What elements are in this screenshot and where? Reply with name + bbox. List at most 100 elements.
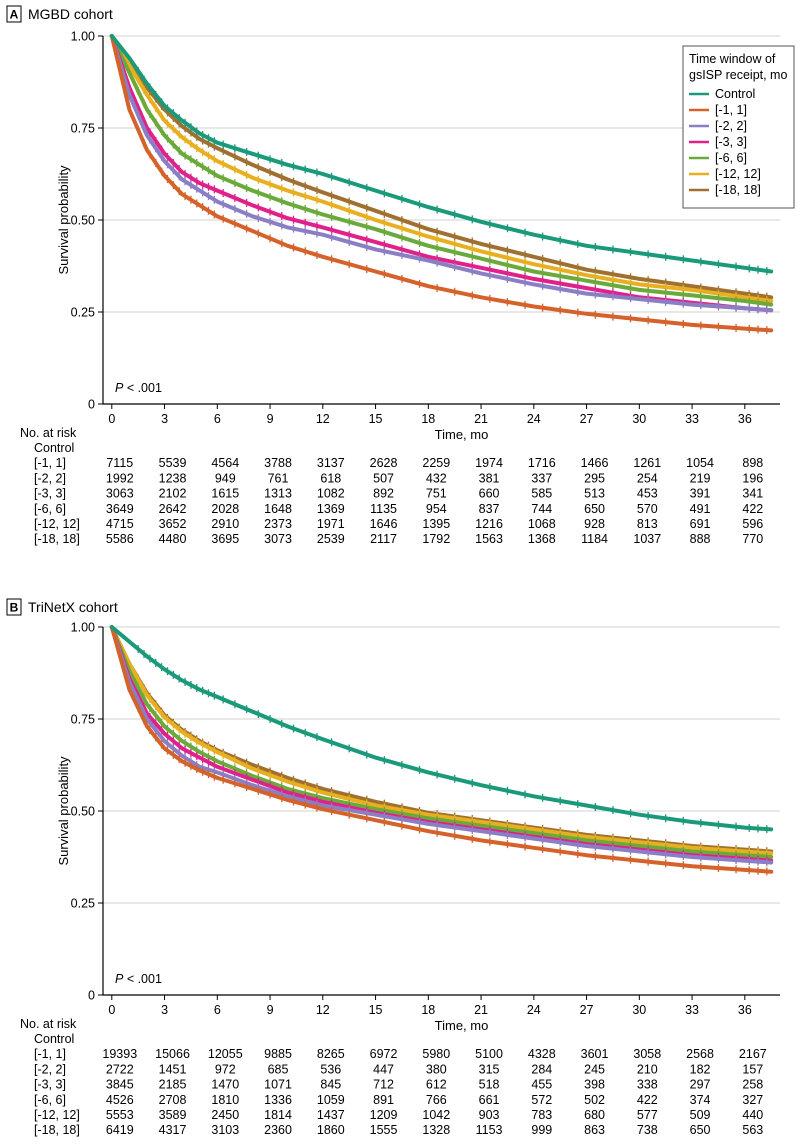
km-curve-2-2 [109,625,774,865]
risk-cell: 892 [373,487,394,501]
risk-cell: 1209 [370,1108,398,1122]
risk-cell: 3137 [317,456,345,470]
risk-cell: 254 [637,471,658,485]
risk-cell: 5553 [106,1108,134,1122]
risk-cell: 337 [531,471,552,485]
risk-cell: 888 [690,532,711,546]
risk-cell: 570 [637,502,658,516]
x-tick-label: 18 [421,1003,435,1017]
x-tick-label: 36 [738,412,752,426]
risk-cell: 1042 [422,1108,450,1122]
risk-cell: 6972 [370,1047,398,1061]
risk-cell: 3103 [211,1123,239,1137]
risk-cell: 744 [531,502,552,516]
y-tick-label: 1.00 [71,621,95,635]
x-tick-label: 0 [108,1003,115,1017]
x-axis-label: Time, mo [435,427,489,442]
risk-cell: 1037 [633,532,661,546]
panel-letter-box [6,598,22,616]
risk-row-label: [-6, 6] [34,1093,66,1107]
risk-cell: 1860 [317,1123,345,1137]
y-tick-label: 0.75 [71,122,95,136]
risk-cell: 196 [742,471,763,485]
risk-cell: 284 [531,1062,552,1076]
legend-title: gsISP receipt, mo [689,68,787,82]
risk-cell: 2117 [370,532,397,546]
risk-cell: 15066 [155,1047,190,1061]
risk-cell: 563 [742,1123,763,1137]
risk-cell: 3695 [211,532,239,546]
risk-cell: 1184 [581,532,608,546]
risk-row-label: [-12, 12] [34,1108,80,1122]
risk-cell: 577 [637,1108,658,1122]
risk-cell: 509 [690,1108,711,1122]
x-tick-label: 30 [632,412,646,426]
risk-cell: 4328 [528,1047,556,1061]
risk-cell: 661 [479,1093,500,1107]
risk-cell: 1261 [633,456,661,470]
risk-row-label: [-2, 2] [34,1062,66,1076]
risk-cell: 1466 [581,456,609,470]
risk-cell: 585 [531,487,552,501]
risk-cell: 1054 [686,456,714,470]
risk-cell: 3845 [106,1078,134,1092]
risk-cell: 4480 [159,532,187,546]
risk-row-label: [-2, 2] [34,471,66,485]
risk-cell: 491 [690,502,711,516]
x-tick-label: 3 [161,1003,168,1017]
risk-cell: 1555 [370,1123,398,1137]
risk-cell: 1395 [422,517,450,531]
km-curve-2-2 [109,34,774,313]
y-tick-label: 0.75 [71,713,95,727]
risk-cell: 2910 [211,517,239,531]
risk-cell: 572 [531,1093,552,1107]
risk-row-label: Control [34,441,74,455]
risk-cell: 4564 [211,456,239,470]
risk-cell: 440 [742,1108,763,1122]
risk-cell: 1563 [475,532,503,546]
risk-cell: 898 [742,456,763,470]
risk-cell: 338 [637,1078,658,1092]
km-curve-control [109,34,774,274]
risk-cell: 5539 [159,456,187,470]
risk-cell: 691 [690,517,711,531]
risk-cell: 2708 [159,1093,187,1107]
x-tick-label: 24 [527,412,541,426]
risk-cell: 2722 [106,1062,134,1076]
risk-cell: 712 [373,1078,394,1092]
risk-cell: 1135 [370,502,397,516]
risk-cell: 455 [531,1078,552,1092]
p-value-text: < .001 [123,972,162,986]
risk-row-label: [-18, 18] [34,1123,80,1137]
x-tick-label: 21 [474,1003,488,1017]
risk-cell: 2628 [370,456,398,470]
risk-row-label: [-1, 1] [34,456,66,470]
risk-cell: 2568 [686,1047,714,1061]
risk-cell: 1470 [211,1078,239,1092]
x-tick-label: 36 [738,1003,752,1017]
risk-cell: 1716 [528,456,556,470]
risk-cell: 1814 [264,1108,292,1122]
risk-cell: 507 [373,471,394,485]
risk-cell: 295 [584,471,605,485]
km-curve-6-6 [109,625,774,859]
risk-cell: 327 [742,1093,763,1107]
risk-cell: 650 [584,502,605,516]
risk-cell: 398 [584,1078,605,1092]
risk-cell: 297 [690,1078,711,1092]
km-curve-control [109,625,774,832]
x-tick-label: 27 [580,412,594,426]
risk-cell: 245 [584,1062,605,1076]
x-tick-label: 6 [214,412,221,426]
risk-cell: 1437 [317,1108,345,1122]
x-tick-label: 30 [632,1003,646,1017]
risk-cell: 4715 [106,517,134,531]
risk-row-label: [-1, 1] [34,1047,66,1061]
risk-cell: 618 [320,471,341,485]
risk-cell: 3652 [159,517,187,531]
risk-cell: 2259 [422,456,450,470]
risk-cell: 381 [479,471,500,485]
risk-table-title: No. at risk [20,1017,77,1031]
risk-cell: 863 [584,1123,605,1137]
